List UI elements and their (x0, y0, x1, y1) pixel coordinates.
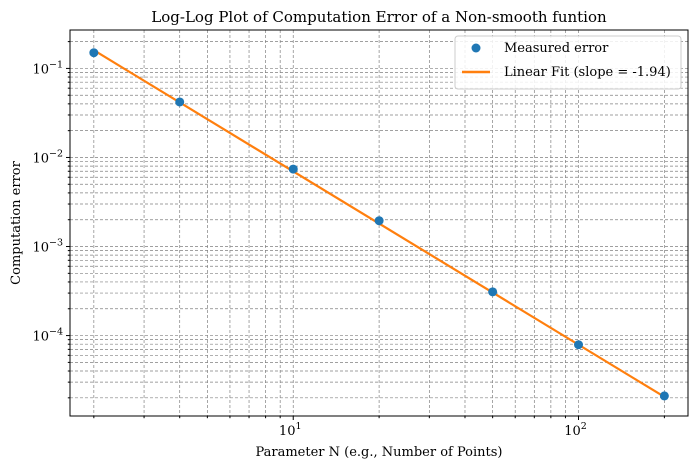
axis-ticks (66, 41, 665, 420)
scatter-points-layer (89, 48, 669, 401)
x-axis-label: Parameter N (e.g., Number of Points) (255, 445, 502, 460)
y-tick-label: 10−1 (32, 59, 63, 77)
data-point (659, 391, 669, 401)
chart-title: Log-Log Plot of Computation Error of a N… (151, 8, 607, 26)
data-point (488, 287, 498, 297)
x-tick-label: 102 (564, 421, 587, 439)
y-tick-label: 10−2 (32, 148, 63, 166)
data-point (89, 48, 99, 58)
y-axis-label: Computation error (9, 160, 24, 284)
legend-label-measured: Measured error (504, 41, 609, 56)
legend: Measured error Linear Fit (slope = -1.94… (454, 35, 682, 90)
legend-marker-measured (471, 43, 481, 53)
legend-box (454, 35, 682, 90)
data-point (288, 164, 298, 174)
y-tick-label: 10−3 (32, 238, 63, 256)
tick-labels: 101 102 10−1 10−2 10−3 10−4 (32, 59, 586, 439)
x-tick-label: 101 (279, 421, 302, 439)
legend-label-fit: Linear Fit (slope = -1.94) (504, 65, 671, 80)
data-point (175, 97, 185, 107)
data-point (574, 340, 584, 350)
y-tick-label: 10−4 (32, 327, 63, 345)
data-point (374, 216, 384, 226)
